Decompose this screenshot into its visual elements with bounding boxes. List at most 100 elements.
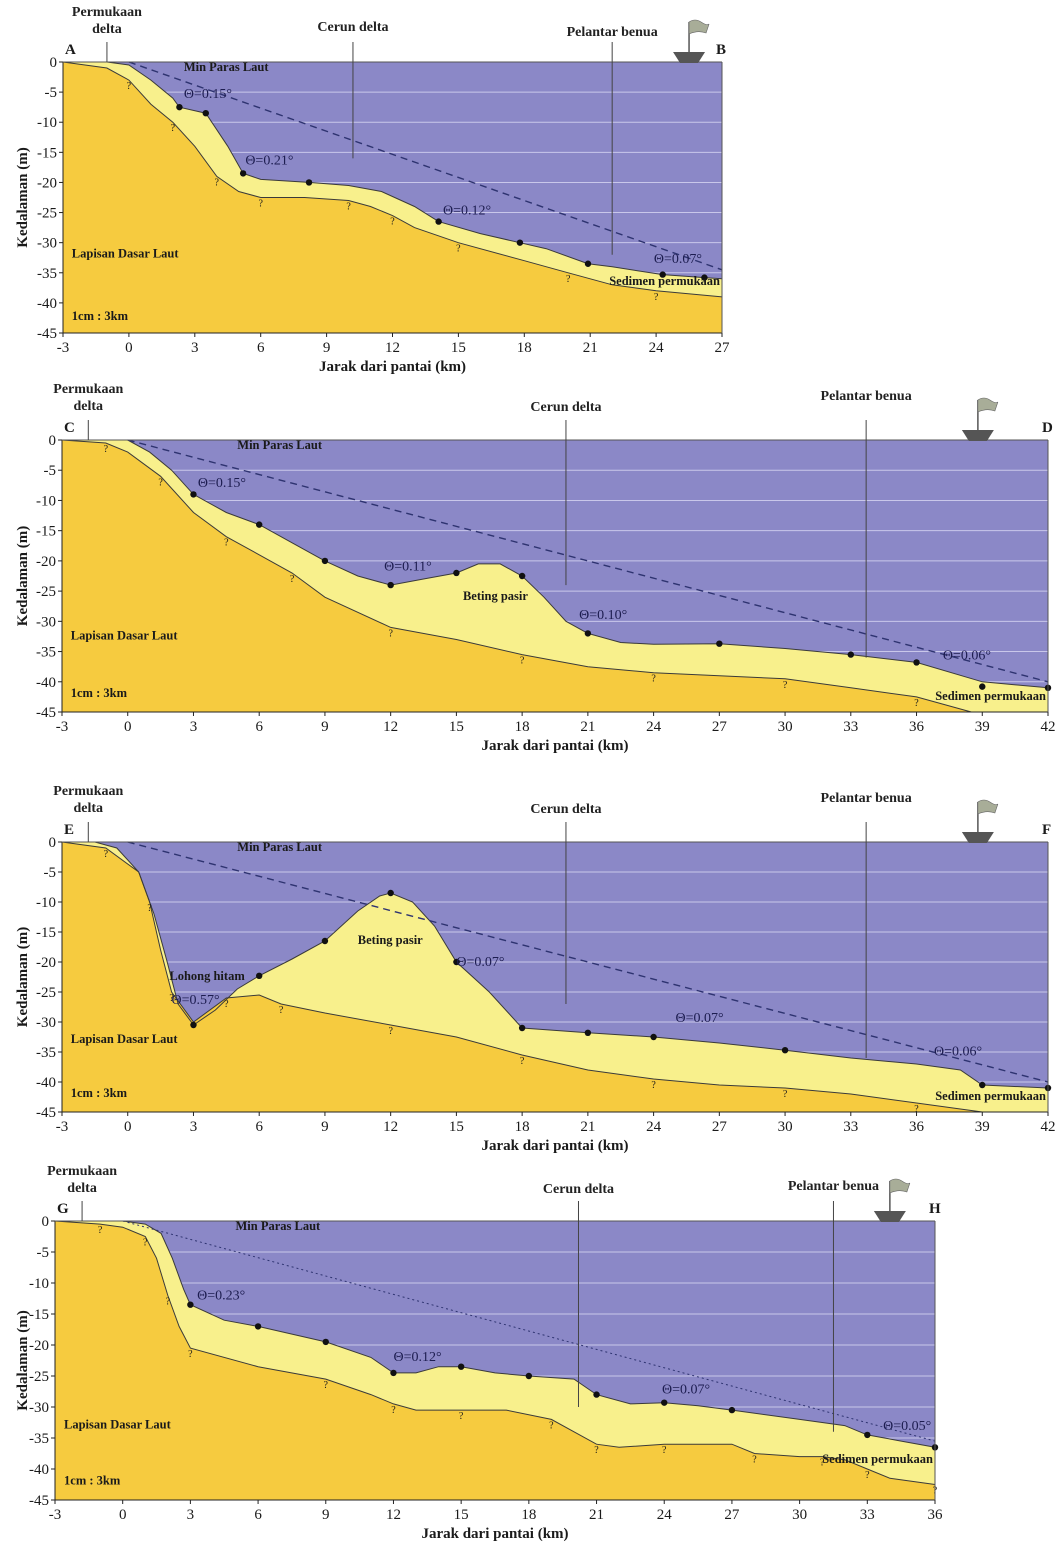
- bedrock-mark: ?: [549, 1420, 554, 1431]
- x-tick-label: 0: [119, 1507, 127, 1523]
- bedrock-mark: ?: [820, 1458, 825, 1469]
- seabed-surface: [62, 841, 1049, 1089]
- scale-label: 1cm : 3km: [71, 1086, 128, 1100]
- bedrock-mark: ?: [752, 1455, 757, 1466]
- bedrock-mark: ?: [914, 698, 919, 709]
- x-tick-label: 15: [454, 1507, 469, 1523]
- slope-angle: Θ=0.57°: [172, 993, 220, 1008]
- boat-flag: [977, 799, 999, 815]
- x-tick-label: 21: [580, 1119, 595, 1135]
- bedrock-mark: ?: [104, 849, 109, 860]
- x-tick-label: 30: [778, 719, 793, 735]
- x-tick-label: 18: [515, 719, 530, 735]
- bedrock-label: Lapisan Dasar Laut: [72, 247, 180, 261]
- measure-point: [864, 1431, 871, 1439]
- bedrock-mark: ?: [456, 244, 461, 255]
- sediment-label: Sedimen permukaan: [822, 1452, 933, 1466]
- bedrock-mark: ?: [651, 674, 656, 685]
- boat-flag: [977, 397, 999, 413]
- x-tick-label: 12: [383, 719, 398, 735]
- measure-point: [979, 1081, 986, 1089]
- x-tick-label: 39: [975, 1119, 990, 1135]
- x-tick-label: 12: [385, 340, 400, 356]
- zone-label: Cerun delta: [530, 400, 602, 415]
- y-tick-label: -45: [37, 326, 57, 342]
- y-tick-label: -25: [36, 584, 56, 600]
- x-tick-label: 21: [580, 719, 595, 735]
- slope-angle: Θ=0.05°: [883, 1419, 931, 1434]
- section-end: H: [929, 1201, 941, 1217]
- x-tick-label: 9: [321, 719, 329, 735]
- x-tick-label: 9: [321, 1119, 329, 1135]
- x-tick-label: 36: [909, 1119, 925, 1135]
- x-tick-label: 3: [190, 1119, 198, 1135]
- x-tick-label: 42: [1041, 1119, 1056, 1135]
- measure-point: [254, 1323, 262, 1330]
- section-end: F: [1042, 822, 1051, 838]
- x-tick-label: 42: [1041, 719, 1056, 735]
- seabed-surface: [62, 439, 1049, 689]
- y-tick-label: -5: [44, 865, 57, 881]
- x-tick-label: 24: [649, 340, 665, 356]
- zone-label: Permukaan delta: [53, 382, 124, 414]
- scale-label: 1cm : 3km: [71, 686, 128, 700]
- measure-point: [716, 640, 723, 647]
- bedrock-mark: ?: [98, 1225, 103, 1236]
- x-tick-label: 27: [715, 340, 731, 356]
- sediment-label: Sedimen permukaan: [609, 274, 720, 288]
- y-tick-label: -45: [29, 1493, 49, 1509]
- bedrock-mark: ?: [520, 656, 525, 667]
- trend-line: [128, 61, 723, 271]
- y-tick-label: -10: [36, 895, 56, 911]
- y-tick-label: -15: [29, 1307, 49, 1323]
- y-tick-label: -10: [36, 493, 56, 509]
- x-tick-label: 3: [191, 340, 199, 356]
- bedrock-label: Lapisan Dasar Laut: [71, 628, 179, 642]
- bedrock-mark: ?: [388, 628, 393, 639]
- y-tick-label: -30: [37, 236, 57, 252]
- boat-hull: [873, 1211, 906, 1222]
- bedrock-mark: ?: [188, 1349, 193, 1360]
- bedrock-mark: ?: [171, 123, 176, 134]
- trend-line: [127, 841, 1049, 1083]
- slope-angle: Θ=0.07°: [654, 252, 702, 267]
- y-tick-label: -45: [36, 705, 56, 721]
- feature-label: Beting pasir: [463, 589, 528, 603]
- x-tick-label: 27: [712, 719, 728, 735]
- boat-hull: [673, 52, 706, 63]
- bedrock-label: Lapisan Dasar Laut: [71, 1032, 179, 1046]
- bedrock-fill: [62, 842, 983, 1112]
- x-tick-label: 0: [124, 1119, 132, 1135]
- bedrock-mark: ?: [566, 274, 571, 285]
- boat-hull: [961, 832, 994, 843]
- y-tick-label: -15: [36, 925, 56, 941]
- measure-point: [661, 1399, 668, 1406]
- zone-label: Pelantar benua: [820, 389, 912, 404]
- measure-point: [584, 1029, 592, 1037]
- y-tick-label: -20: [36, 554, 56, 570]
- y-axis-title: Kedalaman (m): [15, 147, 31, 247]
- measure-point: [321, 557, 329, 565]
- feature-label: Lohong hitam: [169, 969, 245, 983]
- measure-point: [781, 1047, 789, 1054]
- y-tick-label: 0: [49, 433, 57, 449]
- x-tick-label: -3: [56, 719, 69, 735]
- y-tick-label: -35: [36, 1045, 56, 1061]
- profile-panel: ??????????????0-5-10-15-20-25-30-35-40-4…: [15, 1178, 943, 1542]
- x-tick-label: 3: [187, 1507, 195, 1523]
- zone-label: Cerun delta: [317, 20, 389, 35]
- zone-label: Permukaan delta: [71, 5, 142, 37]
- y-tick-label: -5: [44, 463, 57, 479]
- bedrock-mark: ?: [388, 1026, 393, 1037]
- bedrock-mark: ?: [127, 81, 132, 92]
- x-tick-label: 6: [255, 719, 263, 735]
- feature-label: Beting pasir: [358, 933, 423, 947]
- bedrock-mark: ?: [169, 993, 174, 1004]
- y-tick-label: -30: [29, 1400, 49, 1416]
- slope-angle: Θ=0.12°: [443, 203, 491, 218]
- bedrock-label: Lapisan Dasar Laut: [64, 1418, 172, 1432]
- y-tick-label: -35: [36, 645, 56, 661]
- seabed-surface: [55, 1220, 936, 1448]
- bedrock-mark: ?: [662, 1445, 667, 1456]
- bedrock-mark: ?: [390, 217, 395, 228]
